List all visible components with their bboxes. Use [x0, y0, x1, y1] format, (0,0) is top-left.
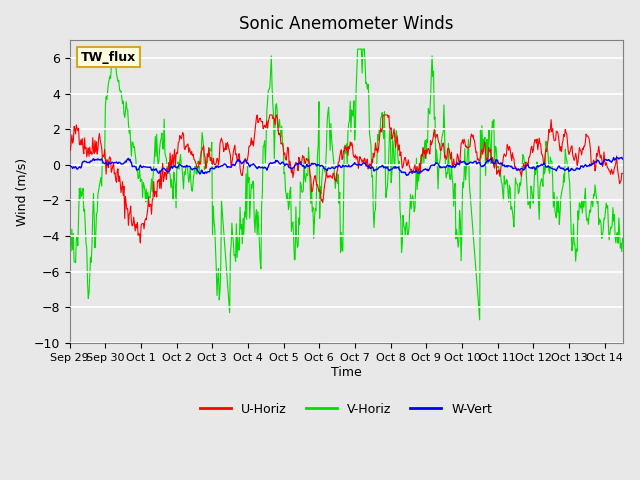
Title: Sonic Anemometer Winds: Sonic Anemometer Winds: [239, 15, 453, 33]
Y-axis label: Wind (m/s): Wind (m/s): [15, 157, 28, 226]
Text: TW_flux: TW_flux: [81, 51, 136, 64]
X-axis label: Time: Time: [331, 365, 362, 379]
Legend: U-Horiz, V-Horiz, W-Vert: U-Horiz, V-Horiz, W-Vert: [195, 398, 497, 421]
